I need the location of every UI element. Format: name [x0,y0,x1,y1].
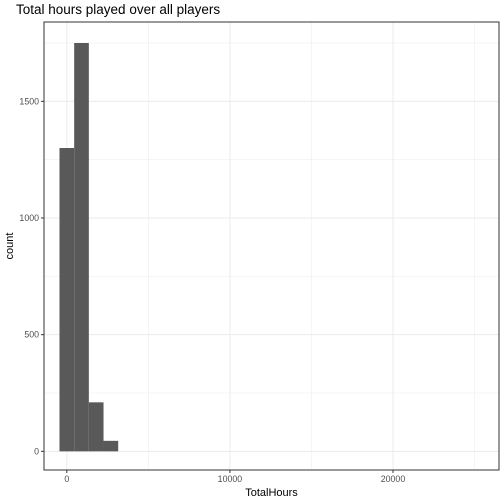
y-axis: 0 500 1000 1500 [19,96,44,456]
x-tick-label: 20000 [381,474,406,484]
histogram-bars [59,43,119,452]
histogram-bar [59,148,75,452]
histogram-bar [103,440,119,452]
grid-lines [44,22,499,470]
histogram-bar [74,43,89,452]
x-tick-label: 10000 [218,474,243,484]
histogram-bar [88,402,104,452]
x-axis-title: TotalHours [245,487,298,499]
y-tick-label: 1000 [19,213,39,223]
y-tick-label: 500 [24,330,39,340]
y-axis-title: count [4,233,16,260]
panel-background [44,22,499,470]
x-tick-label: 0 [64,474,69,484]
y-tick-label: 1500 [19,96,39,106]
panel-border [43,21,500,471]
chart-title: Total hours played over all players [16,2,220,17]
x-axis: 0 10000 20000 [64,470,405,484]
y-tick-label: 0 [34,446,39,456]
